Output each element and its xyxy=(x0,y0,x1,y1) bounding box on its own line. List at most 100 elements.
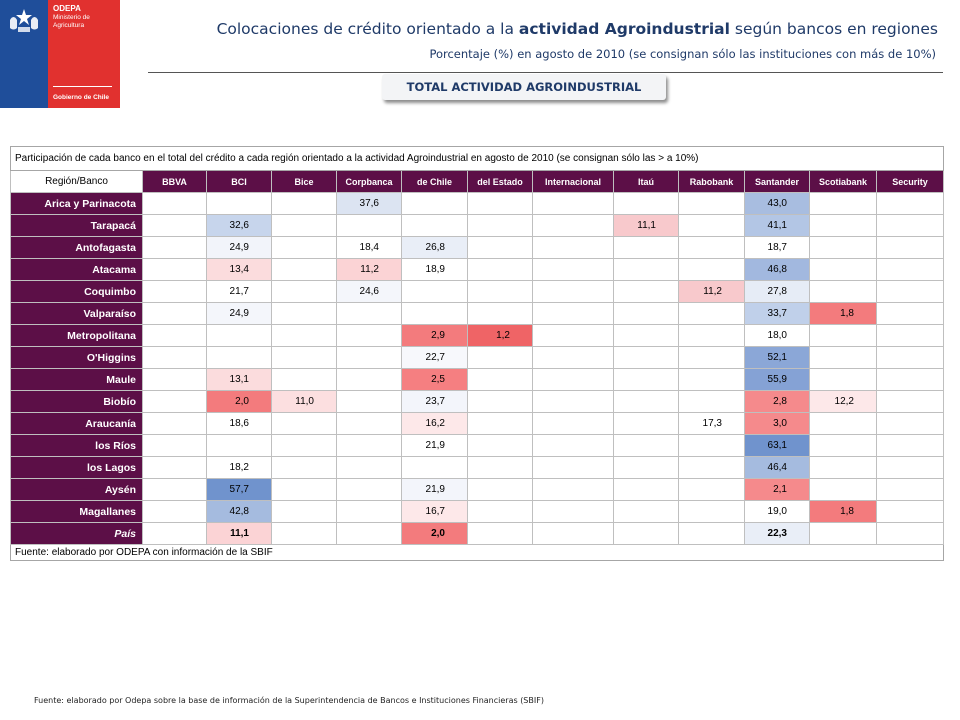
region-label: Coquimbo xyxy=(10,280,143,303)
value-cell xyxy=(613,478,679,501)
table-row: Antofagasta 24,9 18,4 26,8 18,7 xyxy=(10,236,945,259)
value-cell xyxy=(613,456,679,479)
table-row: Aysén 57,7 21,9 2,1 xyxy=(10,478,945,501)
value-cell xyxy=(613,390,679,413)
region-label: Antofagasta xyxy=(10,236,143,259)
value-cell xyxy=(142,258,207,281)
value-cell xyxy=(809,214,877,237)
value-cell xyxy=(678,236,745,259)
value-cell: 2,0 xyxy=(401,522,468,545)
value-cell xyxy=(678,478,745,501)
value-cell xyxy=(875,390,945,413)
region-label: O'Higgins xyxy=(10,346,143,369)
region-label: Arica y Parinacota xyxy=(10,192,143,215)
value-cell xyxy=(875,280,945,303)
table-row: Araucanía 18,6 16,2 17,3 3,0 xyxy=(10,412,945,435)
value-cell xyxy=(678,368,745,391)
bank-header: Rabobank xyxy=(678,170,745,193)
value-cell xyxy=(336,390,402,413)
value-cell xyxy=(142,500,207,523)
value-cell xyxy=(336,346,402,369)
value-cell xyxy=(271,522,337,545)
value-cell xyxy=(532,412,614,435)
value-cell xyxy=(532,500,614,523)
value-cell xyxy=(142,192,207,215)
value-cell: 18,2 xyxy=(206,456,272,479)
value-cell: 18,7 xyxy=(744,236,810,259)
table-row: los Lagos 18,2 46,4 xyxy=(10,456,945,479)
bank-header: de Chile xyxy=(401,170,468,193)
value-cell: 13,4 xyxy=(206,258,272,281)
value-cell xyxy=(142,456,207,479)
value-cell xyxy=(613,258,679,281)
value-cell: 21,9 xyxy=(401,434,468,457)
value-cell xyxy=(678,346,745,369)
value-cell xyxy=(809,412,877,435)
value-cell xyxy=(271,192,337,215)
value-cell xyxy=(613,346,679,369)
value-cell: 42,8 xyxy=(206,500,272,523)
table-caption: Participación de cada banco en el total … xyxy=(9,146,945,171)
value-cell xyxy=(532,346,614,369)
value-cell: 41,1 xyxy=(744,214,810,237)
value-cell xyxy=(467,412,533,435)
value-cell: 52,1 xyxy=(744,346,810,369)
table-row: Arica y Parinacota 37,6 43,0 xyxy=(10,192,945,215)
value-cell: 57,7 xyxy=(206,478,272,501)
value-cell xyxy=(142,214,207,237)
value-cell xyxy=(875,500,945,523)
value-cell xyxy=(467,346,533,369)
value-cell xyxy=(678,390,745,413)
value-cell: 2,1 xyxy=(744,478,810,501)
value-cell xyxy=(336,302,402,325)
region-label: los Ríos xyxy=(10,434,143,457)
value-cell xyxy=(875,346,945,369)
value-cell xyxy=(467,434,533,457)
value-cell xyxy=(336,522,402,545)
value-cell: 37,6 xyxy=(336,192,402,215)
value-cell xyxy=(532,280,614,303)
value-cell xyxy=(206,324,272,347)
value-cell xyxy=(142,280,207,303)
value-cell xyxy=(142,478,207,501)
logo-name: ODEPA xyxy=(53,4,81,13)
value-cell xyxy=(401,214,468,237)
logo-divider xyxy=(53,86,112,87)
value-cell xyxy=(206,346,272,369)
value-cell xyxy=(271,214,337,237)
value-cell xyxy=(678,324,745,347)
value-cell: 32,6 xyxy=(206,214,272,237)
value-cell xyxy=(467,214,533,237)
value-cell xyxy=(875,214,945,237)
value-cell: 21,7 xyxy=(206,280,272,303)
table-source-row: Fuente: elaborado por ODEPA con informac… xyxy=(9,544,945,561)
value-cell xyxy=(809,324,877,347)
value-cell xyxy=(467,390,533,413)
value-cell xyxy=(336,368,402,391)
table-row: Atacama 13,4 11,2 18,9 46,8 xyxy=(10,258,945,281)
value-cell xyxy=(271,258,337,281)
value-cell: 18,6 xyxy=(206,412,272,435)
value-cell: 21,9 xyxy=(401,478,468,501)
value-cell xyxy=(271,302,337,325)
value-cell xyxy=(467,368,533,391)
title-post: según bancos en regiones xyxy=(729,20,938,38)
value-cell xyxy=(142,434,207,457)
value-cell: 18,9 xyxy=(401,258,468,281)
region-label: Valparaíso xyxy=(10,302,143,325)
value-cell xyxy=(809,258,877,281)
region-label: Tarapacá xyxy=(10,214,143,237)
value-cell xyxy=(142,236,207,259)
bank-header: Scotiabank xyxy=(809,170,877,193)
value-cell: 27,8 xyxy=(744,280,810,303)
value-cell: 24,9 xyxy=(206,236,272,259)
table-row: Magallanes 42,8 16,7 19,0 1,8 xyxy=(10,500,945,523)
value-cell xyxy=(875,324,945,347)
value-cell xyxy=(401,302,468,325)
value-cell xyxy=(613,368,679,391)
value-cell: 24,9 xyxy=(206,302,272,325)
region-label: Atacama xyxy=(10,258,143,281)
value-cell xyxy=(271,434,337,457)
value-cell xyxy=(532,214,614,237)
value-cell: 11,1 xyxy=(206,522,272,545)
